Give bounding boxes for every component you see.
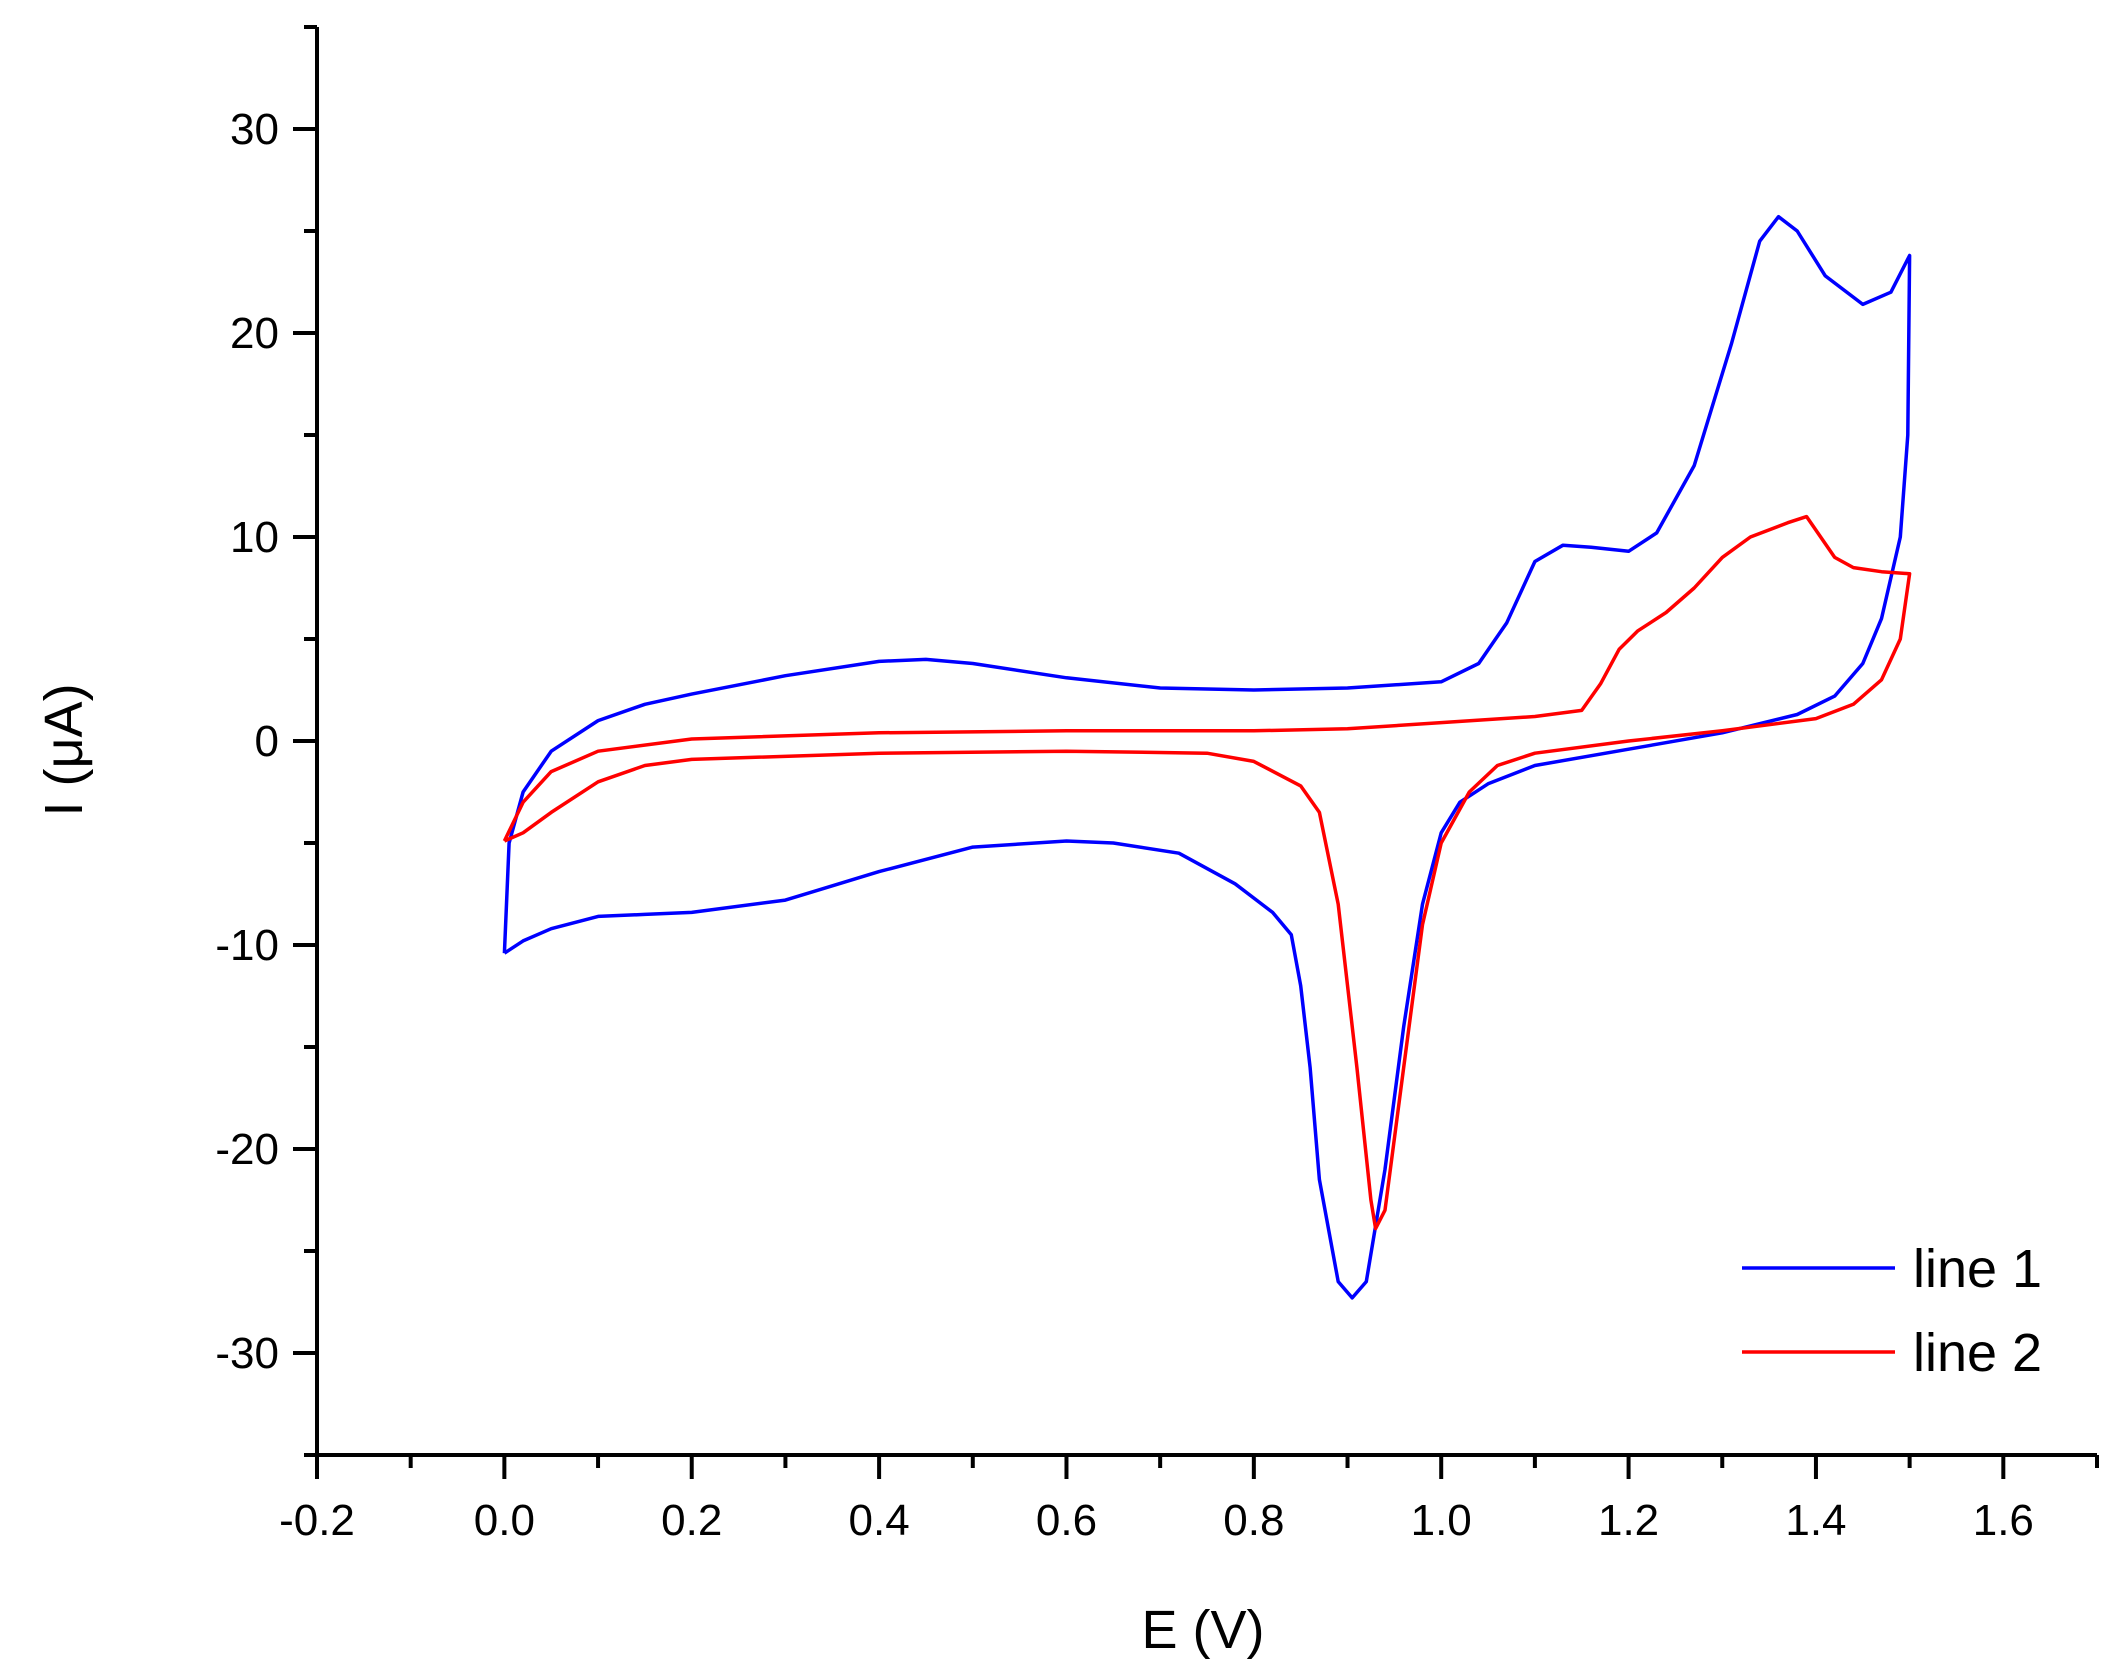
plot-series-group: [502, 214, 1912, 1300]
y-tick-label: 20: [230, 309, 279, 358]
y-tick-label: -10: [215, 921, 279, 970]
y-tick-label: -20: [215, 1125, 279, 1174]
y-tick-label: 10: [230, 513, 279, 562]
x-tick-label: 0.4: [849, 1496, 910, 1545]
series-line-1: [502, 214, 1912, 1300]
series-line-2: [502, 514, 1912, 1231]
x-tick-label: 0.8: [1223, 1496, 1284, 1545]
x-tick-label: 0.2: [661, 1496, 722, 1545]
y-tick-label: -30: [215, 1329, 279, 1378]
y-axis: -30 -20 -10 0 10 20 30: [215, 25, 319, 1457]
y-axis-ticks: -30 -20 -10 0 10 20 30: [215, 25, 317, 1457]
y-axis-title: I (μA): [34, 683, 94, 816]
legend: line 1 line 2: [1742, 1239, 2042, 1383]
x-tick-label: 1.0: [1411, 1496, 1472, 1545]
x-tick-label: 0.6: [1036, 1496, 1097, 1545]
x-tick-label: 1.6: [1973, 1496, 2034, 1545]
x-axis-ticks: -0.2 0.0 0.2 0.4 0.6 0.8 1.0 1.2 1.4 1.6: [279, 1455, 2099, 1545]
x-axis-title: E (V): [1141, 1600, 1264, 1660]
x-tick-label: 0.0: [474, 1496, 535, 1545]
legend-label-2: line 2: [1913, 1323, 2042, 1383]
x-axis: -0.2 0.0 0.2 0.4 0.6 0.8 1.0 1.2 1.4 1.6: [279, 1453, 2099, 1545]
y-tick-label: 0: [255, 717, 279, 766]
x-tick-label: 1.4: [1785, 1496, 1846, 1545]
x-tick-label: -0.2: [279, 1496, 355, 1545]
legend-label-1: line 1: [1913, 1239, 2042, 1299]
x-tick-label: 1.2: [1598, 1496, 1659, 1545]
y-tick-label: 30: [230, 105, 279, 154]
